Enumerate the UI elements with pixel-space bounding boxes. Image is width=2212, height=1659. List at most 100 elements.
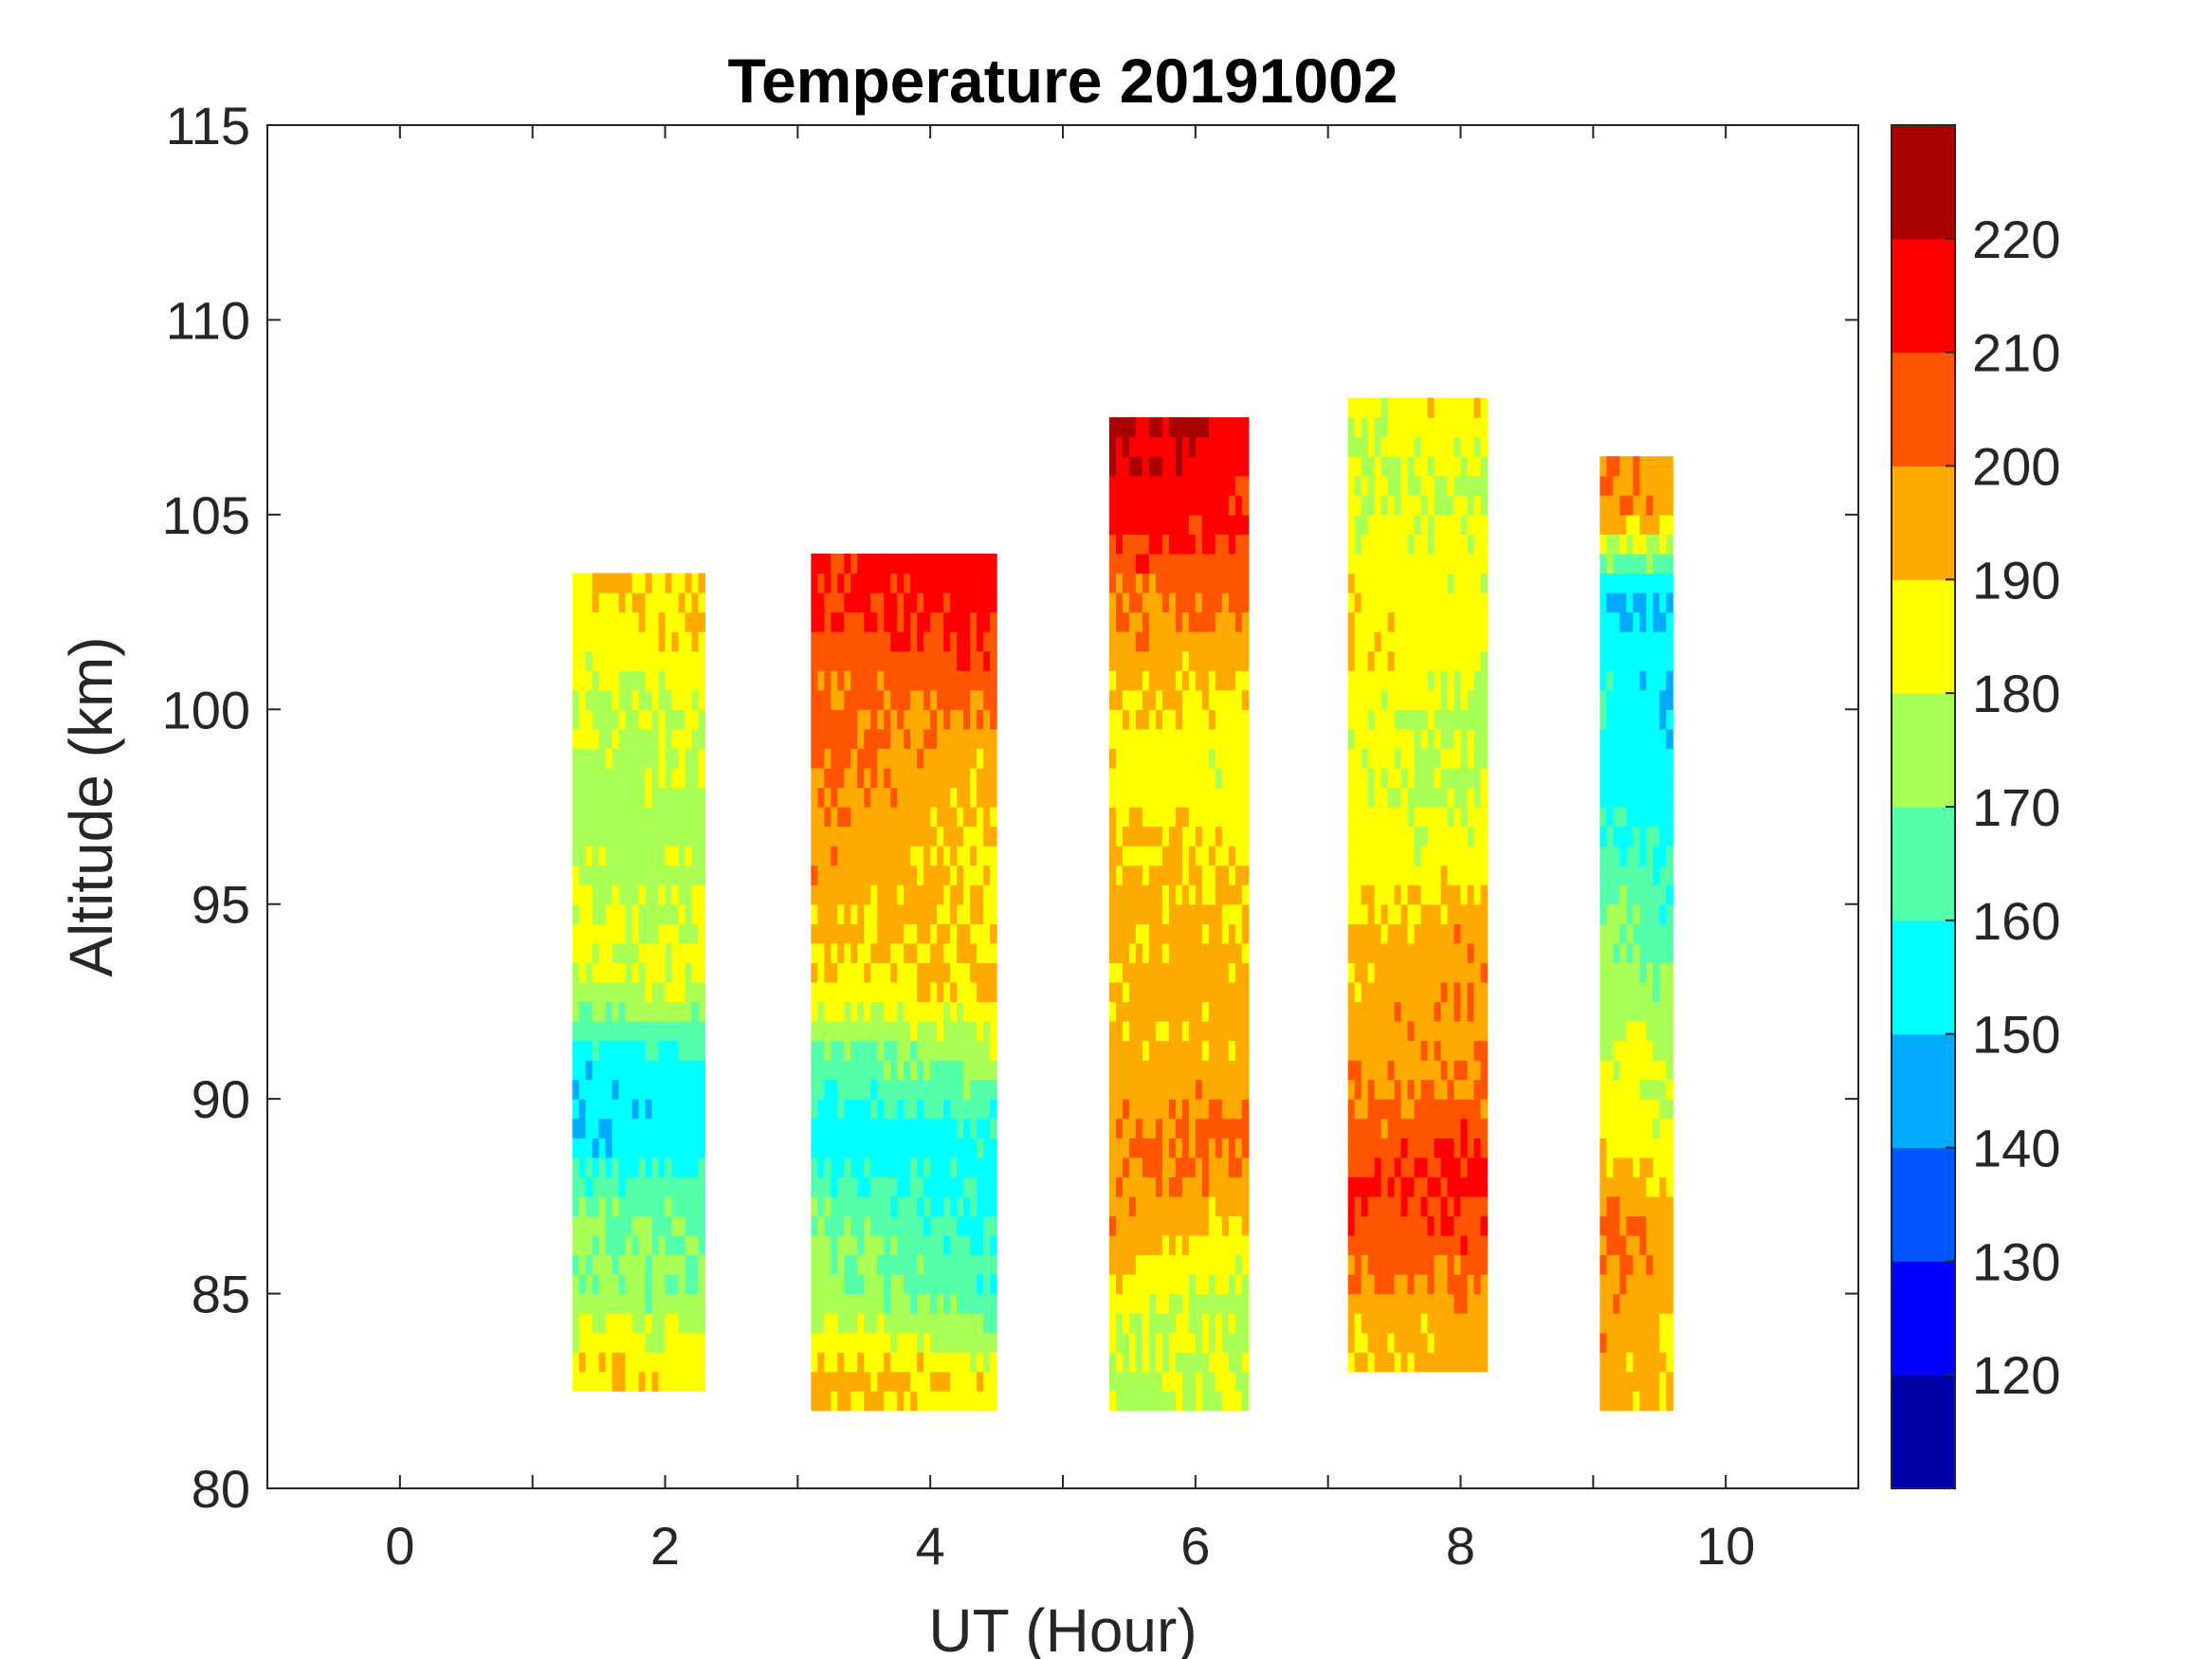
contour-cell	[1115, 942, 1124, 963]
contour-cell	[631, 631, 640, 652]
contour-cell	[897, 1254, 905, 1275]
contour-cell	[1155, 748, 1163, 769]
contour-cell	[831, 728, 838, 749]
contour-cell	[1480, 1234, 1489, 1256]
contour-cell	[1380, 787, 1389, 808]
contour-cell	[1613, 495, 1620, 516]
contour-cell	[1427, 1176, 1435, 1197]
contour-cell	[1427, 884, 1435, 905]
contour-cell	[625, 846, 633, 866]
contour-cell	[1480, 689, 1489, 710]
contour-cell	[1414, 962, 1422, 983]
contour-cell	[698, 1138, 706, 1158]
time-block-3	[1347, 397, 1489, 1373]
contour-cell	[1195, 962, 1203, 983]
contour-cell	[1188, 1060, 1197, 1081]
contour-cell	[917, 1234, 924, 1256]
contour-cell	[877, 807, 885, 828]
contour-cell	[1460, 1234, 1469, 1256]
contour-cell	[1427, 456, 1435, 477]
contour-cell	[1380, 1001, 1389, 1022]
contour-cell	[1453, 1157, 1462, 1177]
contour-cell	[698, 611, 706, 632]
contour-cell	[831, 903, 838, 924]
contour-cell	[870, 1138, 878, 1158]
contour-cell	[665, 826, 673, 847]
contour-cell	[1427, 767, 1435, 789]
contour-cell	[1467, 1313, 1475, 1334]
contour-cell	[612, 962, 620, 983]
contour-cell	[1367, 534, 1376, 555]
contour-cell	[1361, 397, 1369, 418]
contour-cell	[1600, 1313, 1607, 1334]
contour-cell	[698, 748, 706, 769]
contour-cell	[638, 1254, 647, 1275]
contour-cell	[904, 1234, 911, 1256]
contour-cell	[1374, 475, 1382, 496]
contour-cell	[1400, 534, 1409, 555]
contour-cell	[1354, 436, 1362, 457]
contour-cell	[671, 1293, 680, 1314]
contour-cell	[1234, 1371, 1243, 1392]
contour-cell	[1374, 1293, 1382, 1314]
contour-cell	[578, 846, 587, 866]
contour-cell	[1434, 787, 1442, 808]
contour-cell	[864, 787, 871, 808]
contour-cell	[831, 1371, 838, 1392]
contour-cell	[910, 923, 918, 944]
contour-cell	[1347, 1274, 1356, 1295]
contour-cell	[904, 748, 911, 769]
contour-cell	[631, 962, 640, 983]
contour-cell	[1440, 1157, 1449, 1177]
y-tick-label: 95	[192, 875, 250, 935]
contour-cell	[1407, 1060, 1416, 1081]
contour-cell	[837, 962, 845, 983]
contour-cell	[651, 1313, 660, 1334]
contour-cell	[1234, 514, 1243, 535]
contour-cell	[1600, 787, 1607, 808]
contour-cell	[904, 1254, 911, 1275]
contour-cell	[1347, 903, 1356, 924]
contour-cell	[618, 631, 627, 652]
contour-cell	[1215, 1352, 1223, 1373]
contour-cell	[1208, 962, 1216, 983]
contour-cell	[645, 923, 653, 944]
contour-cell	[638, 1118, 647, 1139]
contour-cell	[665, 1060, 673, 1081]
contour-cell	[864, 728, 871, 749]
contour-cell	[811, 573, 818, 593]
contour-cell	[671, 1138, 680, 1158]
colorbar-band	[1892, 352, 1955, 466]
contour-cell	[1228, 573, 1236, 593]
contour-cell	[1241, 826, 1250, 847]
contour-cell	[1374, 1099, 1382, 1120]
contour-cell	[870, 1040, 878, 1061]
contour-cell	[1241, 456, 1250, 477]
contour-cell	[698, 1195, 706, 1216]
contour-cell	[1115, 514, 1124, 535]
contour-cell	[963, 826, 971, 847]
contour-cell	[1460, 592, 1469, 613]
contour-cell	[592, 962, 600, 983]
contour-cell	[631, 1195, 640, 1216]
contour-cell	[1460, 1118, 1469, 1139]
contour-cell	[1215, 787, 1223, 808]
contour-cell	[638, 1176, 647, 1197]
contour-cell	[1447, 631, 1455, 652]
contour-cell	[671, 846, 680, 866]
contour-cell	[1108, 534, 1117, 555]
contour-cell	[811, 631, 818, 652]
contour-cell	[811, 1138, 818, 1158]
contour-cell	[930, 1020, 938, 1042]
contour-cell	[1361, 1215, 1369, 1236]
contour-cell	[1480, 1215, 1489, 1236]
contour-cell	[1666, 495, 1673, 516]
contour-cell	[1135, 1293, 1143, 1314]
contour-cell	[1394, 807, 1402, 828]
contour-cell	[651, 631, 660, 652]
contour-cell	[937, 1215, 944, 1236]
contour-cell	[1115, 1234, 1124, 1256]
contour-cell	[1208, 846, 1216, 866]
contour-cell	[943, 611, 951, 632]
